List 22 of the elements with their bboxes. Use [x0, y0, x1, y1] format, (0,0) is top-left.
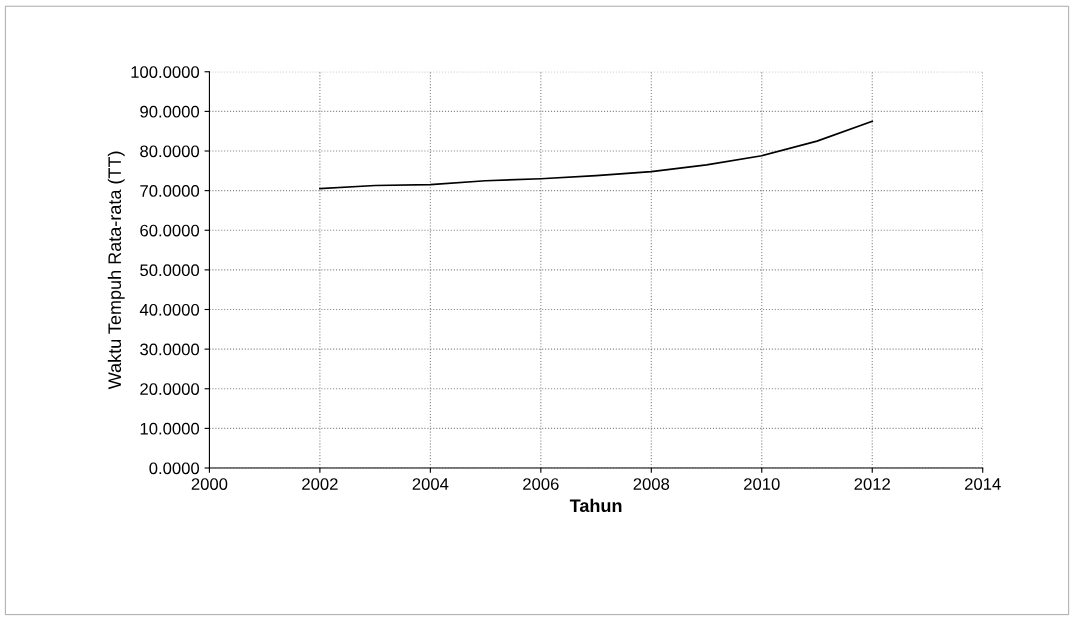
x-tick-label: 2000	[191, 478, 228, 490]
y-tick-label: 10.0000	[140, 422, 200, 435]
y-tick-label: 30.0000	[140, 343, 200, 356]
y-axis-title: Waktu Tempuh Rata-rata (TT)	[107, 151, 125, 390]
x-tick-label: 2004	[412, 478, 449, 490]
y-tick-label: 40.0000	[139, 303, 200, 316]
x-tick-label: 2014	[965, 478, 1001, 490]
line-series	[319, 120, 874, 190]
y-tick-label: 0.0000	[149, 462, 200, 475]
x-tick-label: 2006	[523, 478, 559, 490]
x-tick-label: 2002	[302, 478, 338, 490]
x-tick-label: 2008	[633, 478, 670, 490]
y-tick-label: 80.0000	[140, 145, 200, 158]
y-tick-label: 60.0000	[140, 224, 200, 237]
y-tick-label: 100.0000	[131, 66, 200, 78]
y-tick-label: 20.0000	[140, 383, 200, 395]
y-tick-label: 70.0000	[140, 185, 200, 197]
x-tick-label: 2012	[854, 478, 890, 490]
y-tick-label: 90.0000	[140, 105, 200, 118]
y-tick-label: 50.0000	[140, 264, 200, 277]
x-axis-title: Tahun	[569, 498, 622, 513]
x-tick-label: 2010	[744, 478, 780, 490]
